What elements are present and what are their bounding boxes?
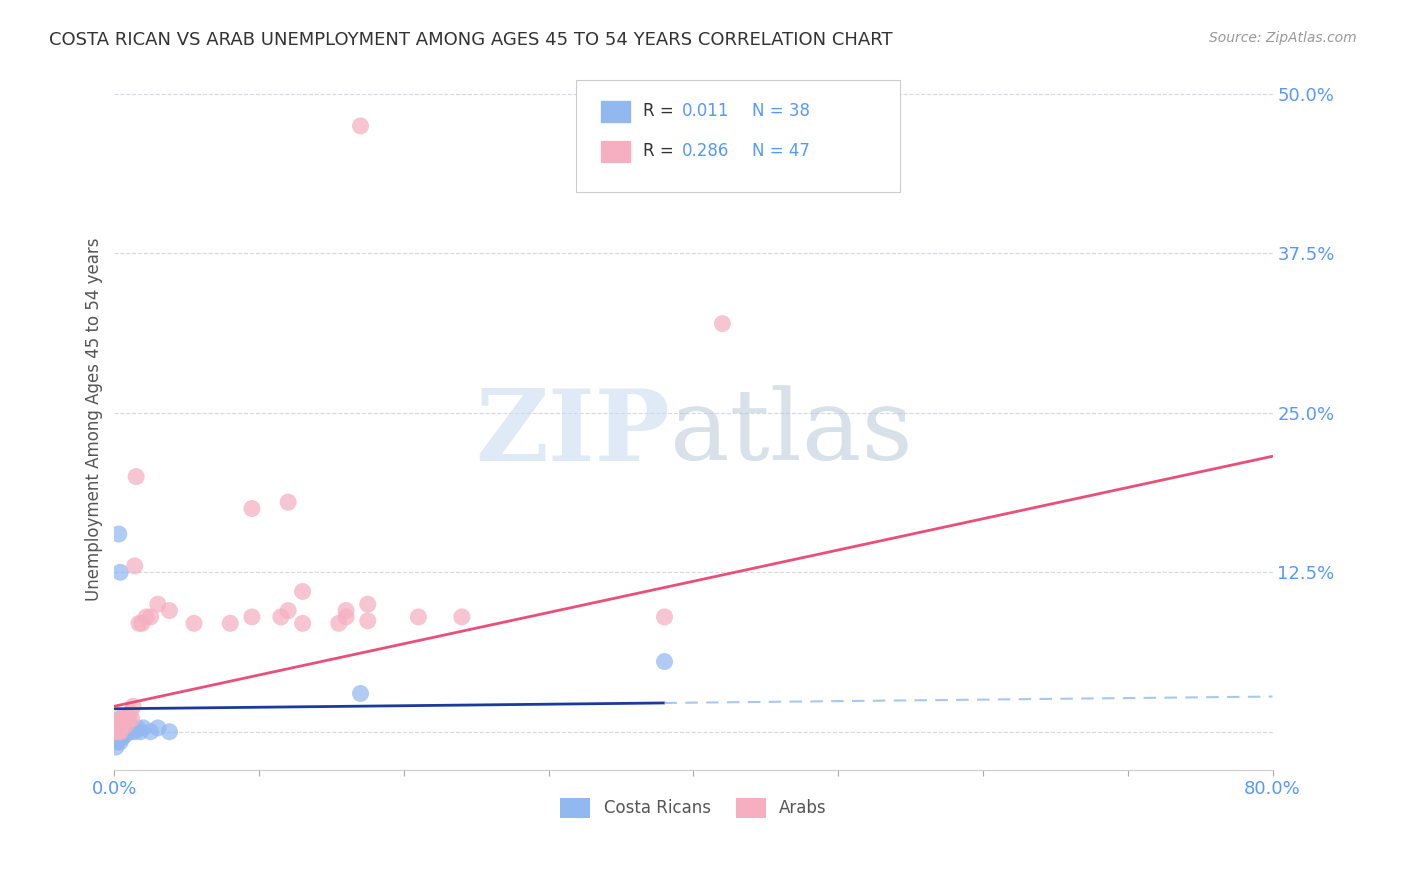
Text: N = 47: N = 47 bbox=[752, 142, 810, 160]
Point bbox=[118, 712, 141, 726]
Point bbox=[121, 712, 143, 726]
Point bbox=[112, 729, 135, 743]
Point bbox=[108, 724, 131, 739]
Point bbox=[111, 724, 134, 739]
Point bbox=[107, 731, 129, 745]
Point bbox=[108, 724, 131, 739]
Point bbox=[105, 718, 128, 732]
Point bbox=[104, 739, 127, 754]
Point bbox=[112, 721, 135, 735]
Point bbox=[291, 616, 314, 631]
Point bbox=[108, 721, 131, 735]
Legend: Costa Ricans, Arabs: Costa Ricans, Arabs bbox=[554, 791, 834, 825]
Point bbox=[219, 616, 242, 631]
Point bbox=[157, 603, 180, 617]
Point bbox=[129, 724, 152, 739]
Point bbox=[139, 724, 162, 739]
Point bbox=[104, 724, 127, 739]
Point bbox=[111, 721, 134, 735]
Point bbox=[291, 584, 314, 599]
Point bbox=[108, 718, 131, 732]
Text: atlas: atlas bbox=[671, 385, 912, 481]
Text: ZIP: ZIP bbox=[475, 384, 671, 482]
Point bbox=[104, 718, 127, 732]
Point bbox=[277, 603, 299, 617]
Point bbox=[146, 597, 169, 611]
Point bbox=[104, 718, 127, 732]
Point bbox=[108, 735, 131, 749]
Point bbox=[157, 724, 180, 739]
Point bbox=[114, 729, 136, 743]
Point bbox=[115, 718, 138, 732]
Point bbox=[125, 469, 148, 483]
Point bbox=[107, 724, 129, 739]
Point bbox=[124, 558, 146, 573]
Point bbox=[128, 616, 150, 631]
Point bbox=[654, 610, 676, 624]
Point bbox=[183, 616, 205, 631]
Point bbox=[107, 721, 129, 735]
Point bbox=[115, 724, 138, 739]
Point bbox=[108, 566, 131, 580]
Point bbox=[117, 724, 139, 739]
Point bbox=[117, 712, 139, 726]
Point bbox=[131, 616, 153, 631]
Point bbox=[105, 724, 128, 739]
Point bbox=[124, 724, 146, 739]
Text: 0.011: 0.011 bbox=[682, 102, 730, 120]
Point bbox=[120, 724, 142, 739]
Text: COSTA RICAN VS ARAB UNEMPLOYMENT AMONG AGES 45 TO 54 YEARS CORRELATION CHART: COSTA RICAN VS ARAB UNEMPLOYMENT AMONG A… bbox=[49, 31, 893, 49]
Point bbox=[139, 610, 162, 624]
Point bbox=[121, 721, 143, 735]
Text: N = 38: N = 38 bbox=[752, 102, 810, 120]
Point bbox=[240, 610, 263, 624]
Point bbox=[711, 317, 734, 331]
Point bbox=[107, 712, 129, 726]
Point bbox=[132, 721, 155, 735]
Point bbox=[277, 495, 299, 509]
Point bbox=[118, 721, 141, 735]
Point bbox=[122, 699, 145, 714]
Point bbox=[450, 610, 472, 624]
Text: Source: ZipAtlas.com: Source: ZipAtlas.com bbox=[1209, 31, 1357, 45]
Text: R =: R = bbox=[643, 142, 679, 160]
Y-axis label: Unemployment Among Ages 45 to 54 years: Unemployment Among Ages 45 to 54 years bbox=[86, 237, 103, 601]
Point bbox=[104, 724, 127, 739]
Point bbox=[105, 724, 128, 739]
Point bbox=[127, 721, 149, 735]
Point bbox=[146, 721, 169, 735]
Point bbox=[335, 610, 357, 624]
Point bbox=[114, 721, 136, 735]
Point bbox=[654, 655, 676, 669]
Point bbox=[111, 718, 134, 732]
Point bbox=[135, 610, 157, 624]
Point bbox=[408, 610, 430, 624]
Point bbox=[270, 610, 292, 624]
Point bbox=[105, 718, 128, 732]
Point bbox=[112, 718, 135, 732]
Point bbox=[240, 501, 263, 516]
Point bbox=[107, 718, 129, 732]
Point bbox=[349, 119, 371, 133]
Point bbox=[115, 712, 138, 726]
Point bbox=[120, 706, 142, 720]
Point bbox=[108, 712, 131, 726]
Point bbox=[111, 731, 134, 745]
Point bbox=[114, 712, 136, 726]
Point bbox=[357, 614, 380, 628]
Point bbox=[328, 616, 350, 631]
Point bbox=[111, 712, 134, 726]
Point bbox=[357, 597, 380, 611]
Point bbox=[105, 735, 128, 749]
Point bbox=[335, 603, 357, 617]
Point bbox=[107, 724, 129, 739]
Text: 0.286: 0.286 bbox=[682, 142, 730, 160]
Point bbox=[107, 527, 129, 541]
Point bbox=[349, 686, 371, 700]
Point bbox=[115, 721, 138, 735]
Point bbox=[112, 712, 135, 726]
Text: R =: R = bbox=[643, 102, 679, 120]
